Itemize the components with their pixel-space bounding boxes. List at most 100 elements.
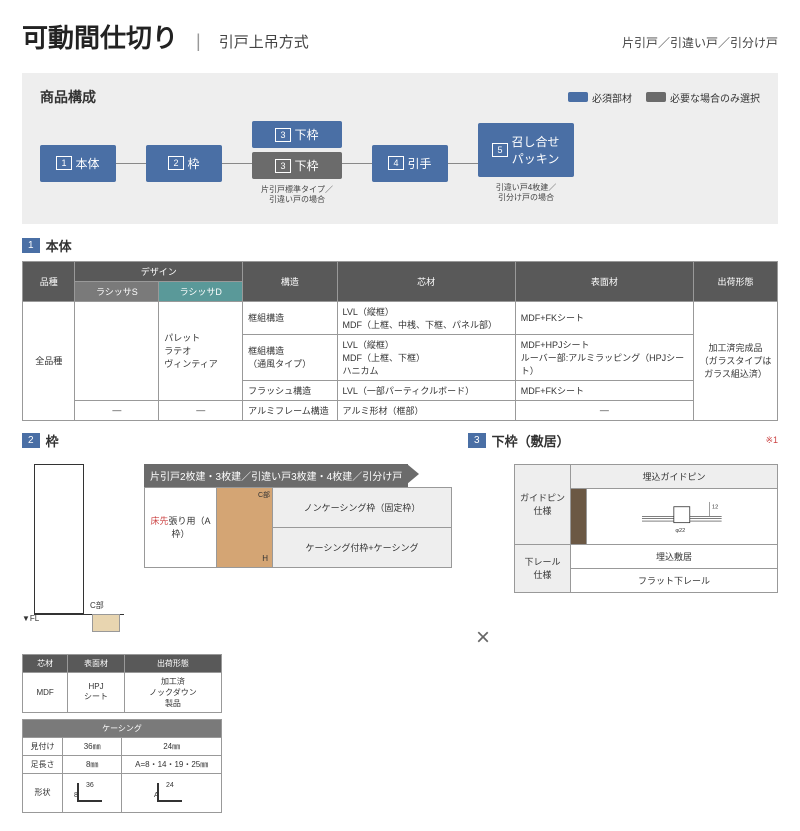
mt2-r2-a: 8㎜ (63, 755, 122, 773)
svg-text:φ22: φ22 (676, 528, 686, 534)
arrow-icon (407, 464, 419, 484)
flow-label-1: 本体 (76, 155, 100, 172)
casing-shape-1-icon: 36 8 (72, 777, 112, 807)
frame-cell-1: ノンケーシング枠（固定枠） (273, 487, 452, 527)
frame-side-suffix: 張り用（A枠） (169, 516, 211, 539)
flow-connector (222, 163, 252, 164)
swatch-blue (568, 92, 588, 102)
page-header: 可動間仕切り | 引戸上吊方式 片引戸／引違い戸／引分け戸 (22, 18, 778, 55)
legend-optional: 必要な場合のみ選択 (646, 90, 760, 105)
mt2-h-a: 見付け (23, 737, 63, 755)
td-surf-2: MDF+HPJシート ルーバー部:アルミラッピング（HPJシート） (515, 334, 693, 380)
section-3-title: 下枠（敷居） (492, 431, 570, 450)
header-left: 可動間仕切り | 引戸上吊方式 (22, 18, 309, 55)
flow-header: 商品構成 必須部材 必要な場合のみ選択 (40, 87, 760, 107)
th-core: 芯材 (337, 261, 515, 301)
floor-block (92, 614, 120, 632)
td-struct-3: フラッシュ構造 (243, 380, 337, 400)
frame-header-wrap: 片引戸2枚建・3枚建／引違い戸3枚建・4枚建／引分け戸 (144, 464, 452, 487)
frame-side-red: 床先 (150, 516, 168, 526)
mt2-r1-a: 36㎜ (63, 737, 122, 755)
flow-connector (342, 163, 372, 164)
frame-table: 床先張り用（A枠） C部 H ノンケーシング枠（固定枠） ケーシング付枠+ケーシ… (144, 487, 452, 568)
flow-node-handle: 4 引手 (372, 145, 448, 182)
th-ship: 出荷形態 (694, 261, 778, 301)
flow-legend: 必須部材 必要な場合のみ選択 (568, 90, 760, 105)
flow-node-frame: 2 枠 (146, 145, 222, 182)
section-1-num: 1 (22, 238, 40, 253)
frame-wood-cell: C部 H (217, 487, 273, 567)
th-variety: 品種 (23, 261, 75, 301)
mt2-title: ケーシング (23, 719, 222, 737)
rt-r2b: フラット下レール (571, 568, 778, 592)
flow-connector (448, 163, 478, 164)
flow-num-3b: 3 (275, 159, 290, 173)
td-design-dash: — (75, 400, 159, 420)
col-frame: ▼FL C部 片引戸2枚建・3枚建／引違い戸3枚建・4枚建／引分け戸 床先張 (22, 464, 452, 813)
mt1-r-a: MDF (23, 672, 68, 712)
section-3-note: ※1 (765, 435, 778, 446)
th-design: デザイン (75, 261, 243, 281)
page-subtitle: 引戸上吊方式 (219, 31, 309, 52)
td-core-3: LVL（一部パーティクルボード） (337, 380, 515, 400)
flow-num-4: 4 (388, 156, 403, 170)
title-divider: | (196, 31, 201, 52)
rt-pin-photo (571, 488, 587, 544)
pin-cross-section-icon: φ22 12 (591, 494, 773, 537)
frame-side-label: 床先張り用（A枠） (145, 487, 217, 567)
flow-num-1: 1 (56, 156, 71, 170)
mini-tables: 芯材 表面材 出荷形態 MDF HPJ シート 加工済 ノックダウン 製品 ケー… (22, 654, 222, 813)
flow-node-sill-group: 3 下枠 3 下枠 片引戸標準タイプ／ 引違い戸の場合 (252, 121, 342, 206)
flow-connector (116, 163, 146, 164)
th-surface: 表面材 (515, 261, 693, 301)
flow-node-sill-b: 3 下枠 (252, 152, 342, 179)
mt1-r-b: HPJ シート (68, 672, 125, 712)
section-2-title: 枠 (46, 431, 59, 450)
section-2-num: 2 (22, 433, 40, 448)
frame-header: 片引戸2枚建・3枚建／引違い戸3枚建・4枚建／引分け戸 (144, 464, 408, 487)
body-spec-table: 品種 デザイン 構造 芯材 表面材 出荷形態 ラシッサS ラシッサD 全品種 パ… (22, 261, 778, 421)
mt2-shape-1: 36 8 (63, 773, 122, 812)
legend-required: 必須部材 (568, 90, 632, 105)
section-3-num: 3 (468, 433, 486, 448)
td-core-4: アルミ形材（框部） (337, 400, 515, 420)
frame-h-label: H (262, 554, 268, 563)
fl-marker: ▼FL (22, 614, 39, 623)
lower-columns: ▼FL C部 片引戸2枚建・3枚建／引違い戸3枚建・4枚建／引分け戸 床先張 (22, 464, 778, 813)
header-right: 片引戸／引違い戸／引分け戸 (622, 34, 778, 51)
td-designs: パレット ラテオ ヴィンティア (159, 301, 243, 400)
flow-caption-3: 片引戸標準タイプ／ 引違い戸の場合 (261, 185, 333, 206)
swatch-gray (646, 92, 666, 102)
td-struct-4: アルミフレーム構造 (243, 400, 337, 420)
flow-label-5: 召し合せ パッキン (512, 133, 560, 167)
td-struct-1: 框組構造 (243, 301, 337, 334)
door-drawing: ▼FL C部 (22, 464, 132, 644)
c-label: C部 (90, 600, 104, 611)
rt-rh2: 下レール 仕様 (515, 544, 571, 592)
rt-pin-diagram: φ22 12 (587, 488, 778, 544)
mt2-r1-b: 24㎜ (122, 737, 222, 755)
td-design-blank (75, 301, 159, 400)
mt2-h-b: 足長さ (23, 755, 63, 773)
frame-cell-2: ケーシング付枠+ケーシング (273, 527, 452, 567)
svg-text:24: 24 (166, 782, 174, 789)
section-2-header: 2 枠 (22, 431, 452, 450)
mt1-h-c: 出荷形態 (124, 654, 221, 672)
th-lasissa-s: ラシッサS (75, 281, 159, 301)
mt1-h-b: 表面材 (68, 654, 125, 672)
td-core-2: LVL（縦框） MDF（上框、下框） ハニカム (337, 334, 515, 380)
flow-num-5: 5 (492, 143, 507, 157)
section-1-header: 1 本体 (22, 236, 778, 255)
td-surf-1: MDF+FKシート (515, 301, 693, 334)
frame-table-wrap: 片引戸2枚建・3枚建／引違い戸3枚建・4枚建／引分け戸 床先張り用（A枠） C部… (144, 464, 452, 568)
flow-stack: 3 下枠 3 下枠 (252, 121, 342, 179)
flow-caption-5: 引違い戸4枚建／ 引分け戸の場合 (496, 183, 556, 204)
mt2-shape-2: 24 A (122, 773, 222, 812)
legend-optional-label: 必要な場合のみ選択 (670, 90, 760, 105)
legend-required-label: 必須部材 (592, 90, 632, 105)
sill-table: ガイドピン 仕様 埋込ガイドピン φ22 (514, 464, 778, 593)
flow-label-2: 枠 (188, 155, 200, 172)
svg-text:A: A (154, 792, 159, 799)
rt-h1: 埋込ガイドピン (571, 464, 778, 488)
rt-r2a: 埋込敷居 (571, 544, 778, 568)
